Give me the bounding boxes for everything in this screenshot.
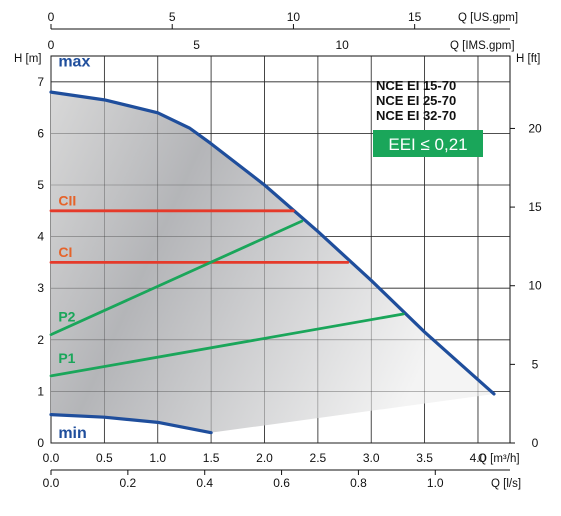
x-tick-imsgpm: 5: [193, 38, 200, 52]
x-tick-usgpm: 10: [287, 10, 301, 24]
x-tick-ls: 0.4: [196, 476, 213, 490]
x-axis-label-ls: Q [l/s]: [491, 478, 521, 490]
x-tick-m3h: 2.5: [310, 451, 327, 465]
curve-label-max: max: [58, 53, 90, 70]
curve-label-ci: CI: [58, 244, 72, 260]
x-tick-m3h: 0.0: [43, 451, 60, 465]
x-tick-usgpm: 15: [408, 10, 422, 24]
series-min-line: [49, 413, 213, 435]
eei-badge: EEI ≤ 0,21: [373, 130, 483, 157]
x-tick-m3h: 1.5: [203, 451, 220, 465]
y-tick-m: 1: [37, 384, 44, 398]
model-3: NCE EI 32-70: [376, 108, 456, 123]
x-tick-m3h: 0.5: [96, 451, 113, 465]
y-tick-ft: 15: [528, 200, 542, 214]
x-tick-ls: 1.0: [427, 476, 444, 490]
x-tick-m3h: 3.5: [416, 451, 433, 465]
model-list: NCE EI 15-70 NCE EI 25-70 NCE EI 32-70: [376, 78, 456, 123]
y-tick-m: 4: [37, 230, 44, 244]
eei-badge-text: EEI ≤ 0,21: [388, 135, 467, 154]
curve-label-p2: P2: [58, 309, 75, 325]
series-p1-line: [49, 312, 405, 378]
model-1: NCE EI 15-70: [376, 78, 456, 93]
y-tick-ft: 0: [532, 436, 539, 450]
model-2: NCE EI 25-70: [376, 93, 456, 108]
x-tick-m3h: 3.0: [363, 451, 380, 465]
x-tick-usgpm: 0: [48, 10, 55, 24]
x-tick-m3h: 2.0: [256, 451, 273, 465]
x-axis-label-m3h: Q [m³/h]: [478, 453, 520, 465]
y-tick-m: 2: [37, 333, 44, 347]
y-tick-ft: 5: [532, 357, 539, 371]
curve-label-min: min: [58, 425, 86, 442]
x-tick-ls: 0.8: [350, 476, 367, 490]
x-tick-ls: 0.2: [120, 476, 137, 490]
curve-labels: max min CII CI P2 P1: [58, 53, 90, 442]
x-tick-usgpm: 5: [169, 10, 176, 24]
x-tick-m3h: 4.0: [470, 451, 487, 465]
y-tick-m: 6: [37, 126, 44, 140]
y-axis-label-m: H [m]: [14, 53, 41, 65]
y-tick-ft: 10: [528, 279, 542, 293]
x-tick-m3h: 1.0: [149, 451, 166, 465]
curve-label-p1: P1: [58, 350, 75, 366]
y-tick-ft: 20: [528, 121, 542, 135]
y-tick-m: 5: [37, 178, 44, 192]
y-tick-m: 7: [37, 75, 44, 89]
x-tick-ls: 0.0: [43, 476, 60, 490]
axes: 0.0 0.5 1.0 1.5 2.0 2.5 3.0 3.5 4.0Q [m³/h] 0.0 0.…: [14, 10, 542, 490]
series-layer: [49, 90, 496, 435]
x-axis-label-imsgpm: Q [IMS.gpm]: [450, 40, 515, 52]
y-tick-m: 3: [37, 281, 44, 295]
x-tick-imsgpm: 0: [48, 38, 55, 52]
curve-label-cii: CII: [58, 193, 76, 209]
series-p2-line: [49, 219, 304, 337]
series-max-line: [49, 90, 496, 396]
x-tick-imsgpm: 10: [335, 38, 349, 52]
x-tick-ls: 0.6: [273, 476, 290, 490]
y-axis-label-ft: H [ft]: [516, 53, 540, 65]
y-tick-m: 0: [37, 436, 44, 450]
x-axis-label-usgpm: Q [US.gpm]: [458, 12, 518, 24]
